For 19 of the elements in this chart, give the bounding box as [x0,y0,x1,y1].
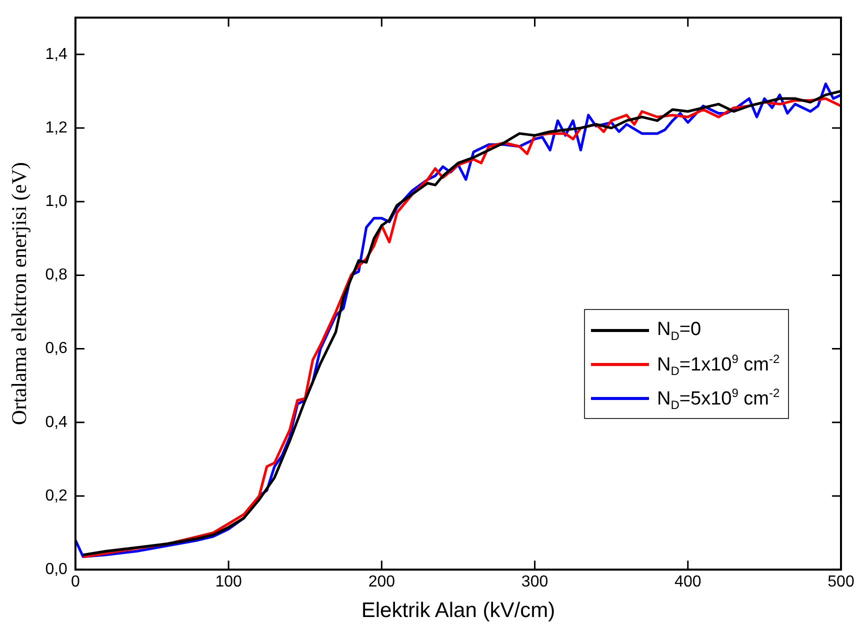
y-tick-label: 0,0 [45,561,68,578]
x-tick-label: 200 [368,574,396,591]
y-axis-title: Ortalama elektron enerjisi (eV) [7,162,32,426]
y-tick-label: 1,0 [45,193,68,210]
x-tick-label: 500 [828,574,854,591]
x-tick-label: 0 [70,574,80,591]
x-axis-title: Elektrik Alan (kV/cm) [361,599,556,622]
y-tick-label: 0,4 [45,414,68,431]
legend-label: N$_{D}$=5x10$^{9}$ cm$^{-2}$ [657,386,780,412]
y-tick-label: 1,4 [45,46,68,63]
y-tick-label: 0,6 [45,340,68,358]
legend-label: N$_{D}$=1x10$^{9}$ cm$^{-2}$ [657,352,780,378]
y-tick-label: 0,8 [45,266,68,284]
x-tick-label: 300 [521,574,548,591]
legend-label: N$_{D}$=0 [657,318,702,342]
x-tick-label: 400 [674,574,702,591]
y-tick-label: 1,2 [45,119,68,136]
x-tick-label: 100 [215,574,242,591]
y-tick-label: 0,2 [45,487,68,504]
